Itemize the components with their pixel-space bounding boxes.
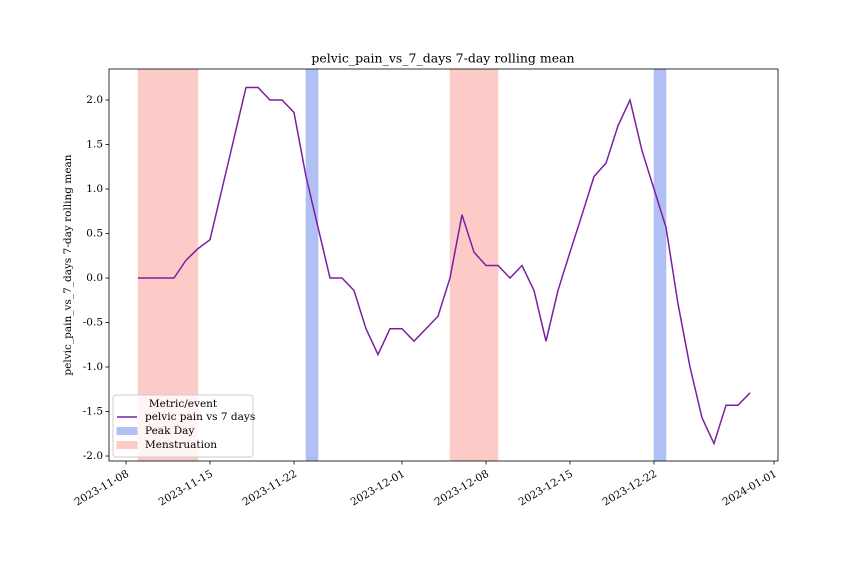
legend-title: Metric/event <box>149 398 218 410</box>
y-tick-label: -1.0 <box>83 361 103 373</box>
y-tick-label: 1.0 <box>86 183 103 195</box>
y-tick-label: 1.5 <box>86 138 103 150</box>
y-tick-label: 0.0 <box>86 272 103 284</box>
legend-swatch <box>116 427 138 435</box>
y-tick-label: -1.5 <box>83 406 103 418</box>
y-axis-label: pelvic_pain_vs_7_days 7-day rolling mean <box>62 154 74 375</box>
plot-frame <box>108 68 779 462</box>
event-span <box>653 68 667 462</box>
legend-label: pelvic pain vs 7 days <box>145 411 255 423</box>
y-tick-label: 2.0 <box>86 94 103 106</box>
legend-label: Menstruation <box>145 439 217 451</box>
data-line <box>138 86 751 446</box>
legend-label: Peak Day <box>145 425 194 437</box>
event-span <box>305 68 319 462</box>
y-tick-label: -0.5 <box>83 317 103 329</box>
legend-box <box>112 394 254 458</box>
y-tick-label: 0.5 <box>86 227 103 239</box>
legend-swatch <box>116 441 138 449</box>
y-tick-label: -2.0 <box>83 450 103 462</box>
chart-title: pelvic_pain_vs_7_days 7-day rolling mean <box>311 51 574 66</box>
